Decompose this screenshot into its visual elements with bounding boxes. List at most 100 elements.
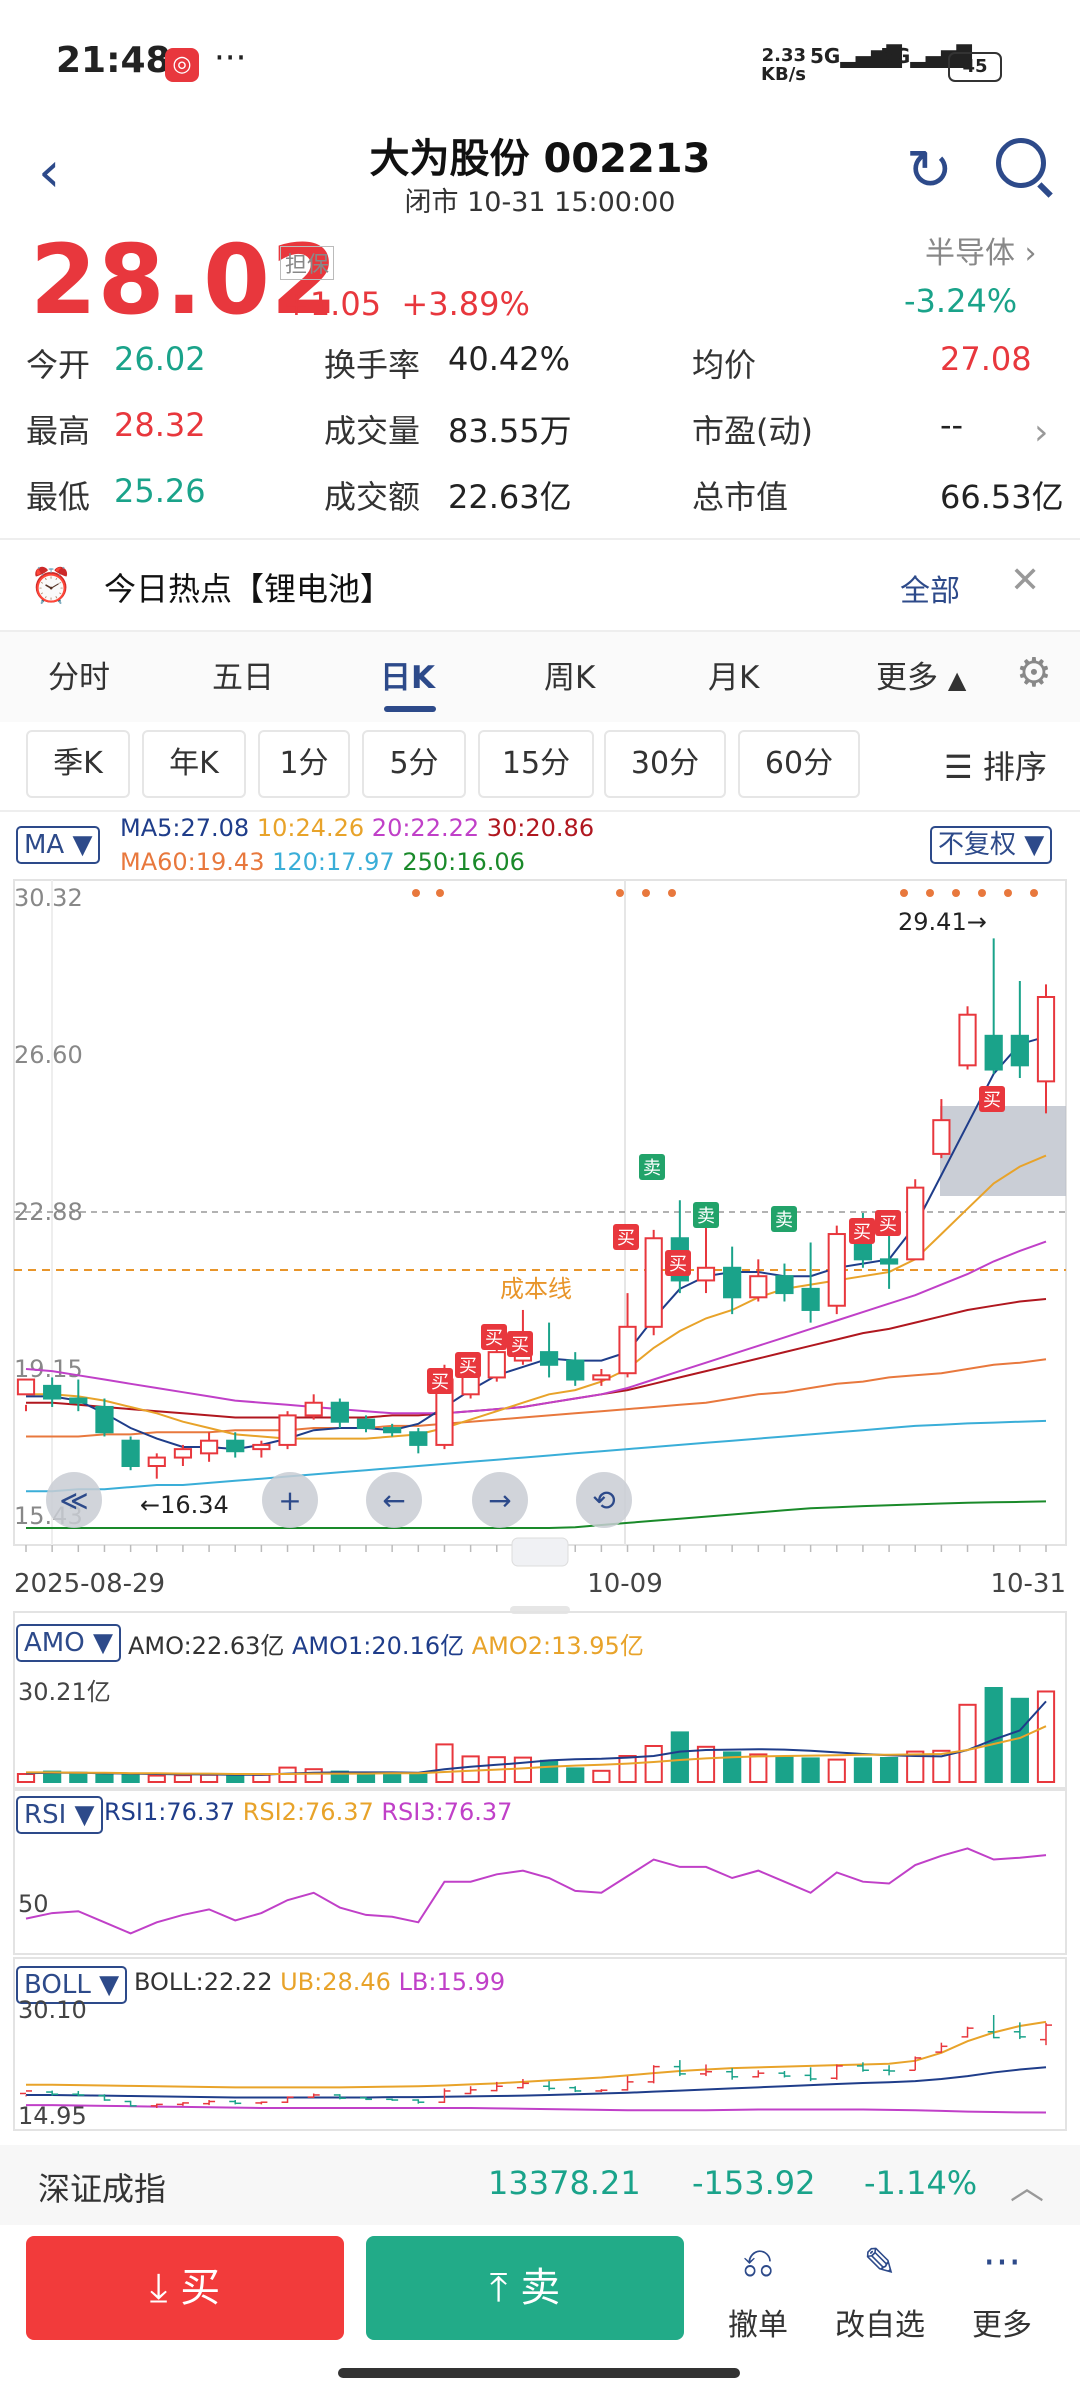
tab-intraday[interactable]: 分时 (48, 660, 110, 696)
candle-body (879, 1258, 899, 1265)
close-icon[interactable]: ✕ (1010, 560, 1041, 601)
stat-label: 最高 (26, 412, 91, 450)
amo-bar (879, 1757, 899, 1783)
tab-daily-k[interactable]: 日K (380, 660, 436, 696)
stat-label: 换手率 (324, 346, 421, 384)
buy-button[interactable]: ⤓ 买 (26, 2236, 344, 2340)
ma60-line (26, 1358, 1047, 1438)
amo-bar (723, 1751, 742, 1784)
zoom-button-icon: + (278, 1484, 301, 1517)
buy-marker-label: 买 (853, 1222, 871, 1243)
index-value: 13378.21 (488, 2164, 641, 2202)
edit-watchlist-button[interactable]: 改自选 (835, 2308, 925, 2343)
event-marker (1004, 889, 1012, 897)
back-icon[interactable]: ‹ (38, 140, 61, 205)
event-marker (1030, 889, 1038, 897)
stat-value: -- (940, 406, 964, 444)
period-15min[interactable]: 15分 (478, 730, 594, 798)
rsi-frame (13, 1789, 1067, 1955)
status-time: 21:48 (56, 40, 171, 81)
hot-topic[interactable]: 今日热点【锂电池】 (104, 570, 393, 608)
more-icon[interactable]: ··· (982, 2240, 1022, 2286)
buy-marker-label: 买 (431, 1372, 449, 1393)
candle-body (43, 1384, 62, 1400)
ma-selector[interactable]: MA ▼ (16, 826, 101, 864)
tab-monthly-k[interactable]: 月K (708, 660, 760, 696)
index-bar[interactable] (0, 2145, 1080, 2225)
event-marker (436, 889, 444, 897)
candle-body (95, 1405, 114, 1434)
adjust-selector[interactable]: 不复权 ▼ (930, 826, 1053, 864)
home-indicator[interactable] (338, 2368, 740, 2378)
signal-icon-2: 5G▂▄▆█ (880, 44, 972, 68)
sell-marker-label: 卖 (775, 1210, 793, 1231)
stat-value: 27.08 (940, 340, 1032, 378)
event-marker (616, 889, 624, 897)
chevron-up-icon[interactable]: ︿ (1010, 2168, 1044, 2208)
buy-marker (481, 1324, 507, 1350)
amo-bar (592, 1769, 611, 1783)
more-button[interactable]: 更多 (972, 2308, 1032, 2343)
stat-value: 25.26 (114, 472, 206, 510)
amo-bar (147, 1774, 166, 1783)
amo-bar (252, 1773, 271, 1783)
amo-bar (827, 1758, 846, 1783)
period-quarter-k[interactable]: 季K (26, 730, 130, 798)
hot-all-link[interactable]: 全部 (900, 574, 960, 609)
low-annotation: ←16.34 (140, 1491, 229, 1519)
legend-entry: RSI2:76.37 (242, 1798, 382, 1826)
legend-entry: 30:20.86 (486, 814, 595, 842)
triangle-up-icon: ▲ (947, 666, 967, 694)
period-60min[interactable]: 60分 (738, 730, 860, 798)
period-1min[interactable]: 1分 (258, 730, 350, 798)
sort-button[interactable]: ☰ 排序 (944, 742, 1047, 788)
boll-selector[interactable]: BOLL ▼ (16, 1966, 128, 2004)
period-year-k[interactable]: 年K (142, 730, 246, 798)
amo-bar (749, 1753, 768, 1784)
legend-entry: 20:22.22 (371, 814, 487, 842)
tab-five-day[interactable]: 五日 (212, 660, 274, 696)
candle-body (121, 1439, 140, 1468)
amo-bar (199, 1773, 219, 1783)
amo2-line (26, 1725, 1047, 1775)
candle-body (723, 1266, 742, 1299)
amo-bar (1010, 1697, 1029, 1783)
tab-weekly-k[interactable]: 周K (544, 660, 596, 696)
y-axis-label: 26.60 (14, 1041, 83, 1069)
legend-entry: 120:17.97 (272, 848, 403, 876)
zoom-button (366, 1472, 422, 1528)
gear-icon[interactable]: ⚙ (1016, 650, 1052, 696)
candle-body (827, 1233, 846, 1307)
buy-marker-label: 买 (485, 1328, 503, 1349)
refresh-icon[interactable]: ↻ (906, 138, 953, 203)
period-30min[interactable]: 30分 (604, 730, 726, 798)
stat-value: 66.53亿 (940, 478, 1064, 516)
kline-chart[interactable]: 成本线30.3226.6022.8819.1515.43买买买 买买买买 买买卖卖卖… (0, 820, 1080, 2140)
tab-more[interactable]: 更多 ▲ (876, 652, 966, 697)
undo-order-button[interactable]: 撤单 (728, 2308, 788, 2343)
amo-bar (1036, 1690, 1056, 1783)
chevron-right-icon[interactable]: › (1034, 412, 1049, 453)
amo-selector[interactable]: AMO ▼ (16, 1624, 121, 1662)
edit-watchlist-icon[interactable]: ✎ (863, 2240, 897, 2286)
candle-body (1010, 1034, 1029, 1067)
boll-frame (13, 1957, 1067, 2131)
undo-order-icon[interactable]: ⎌ (742, 2240, 774, 2286)
stat-value: 26.02 (114, 340, 206, 378)
sector-link[interactable]: 半导体 › (925, 228, 1037, 272)
sell-button[interactable]: ⤒ 卖 (366, 2236, 684, 2340)
candle-body (1036, 996, 1056, 1083)
ma5-line (26, 1035, 1047, 1451)
search-icon[interactable] (996, 138, 1046, 188)
amo-bar (513, 1756, 533, 1783)
stat-label: 成交量 (324, 412, 421, 450)
candle-body (775, 1275, 794, 1295)
stat-label: 均价 (692, 346, 757, 384)
buy-marker (455, 1352, 481, 1378)
tab-more-label: 更多 (876, 660, 938, 696)
rsi-selector-label: RSI (24, 1800, 67, 1830)
period-5min[interactable]: 5分 (362, 730, 466, 798)
rsi-selector[interactable]: RSI ▼ (16, 1796, 103, 1834)
ma-selector-label: MA (24, 830, 65, 860)
zoom-button (472, 1472, 528, 1528)
